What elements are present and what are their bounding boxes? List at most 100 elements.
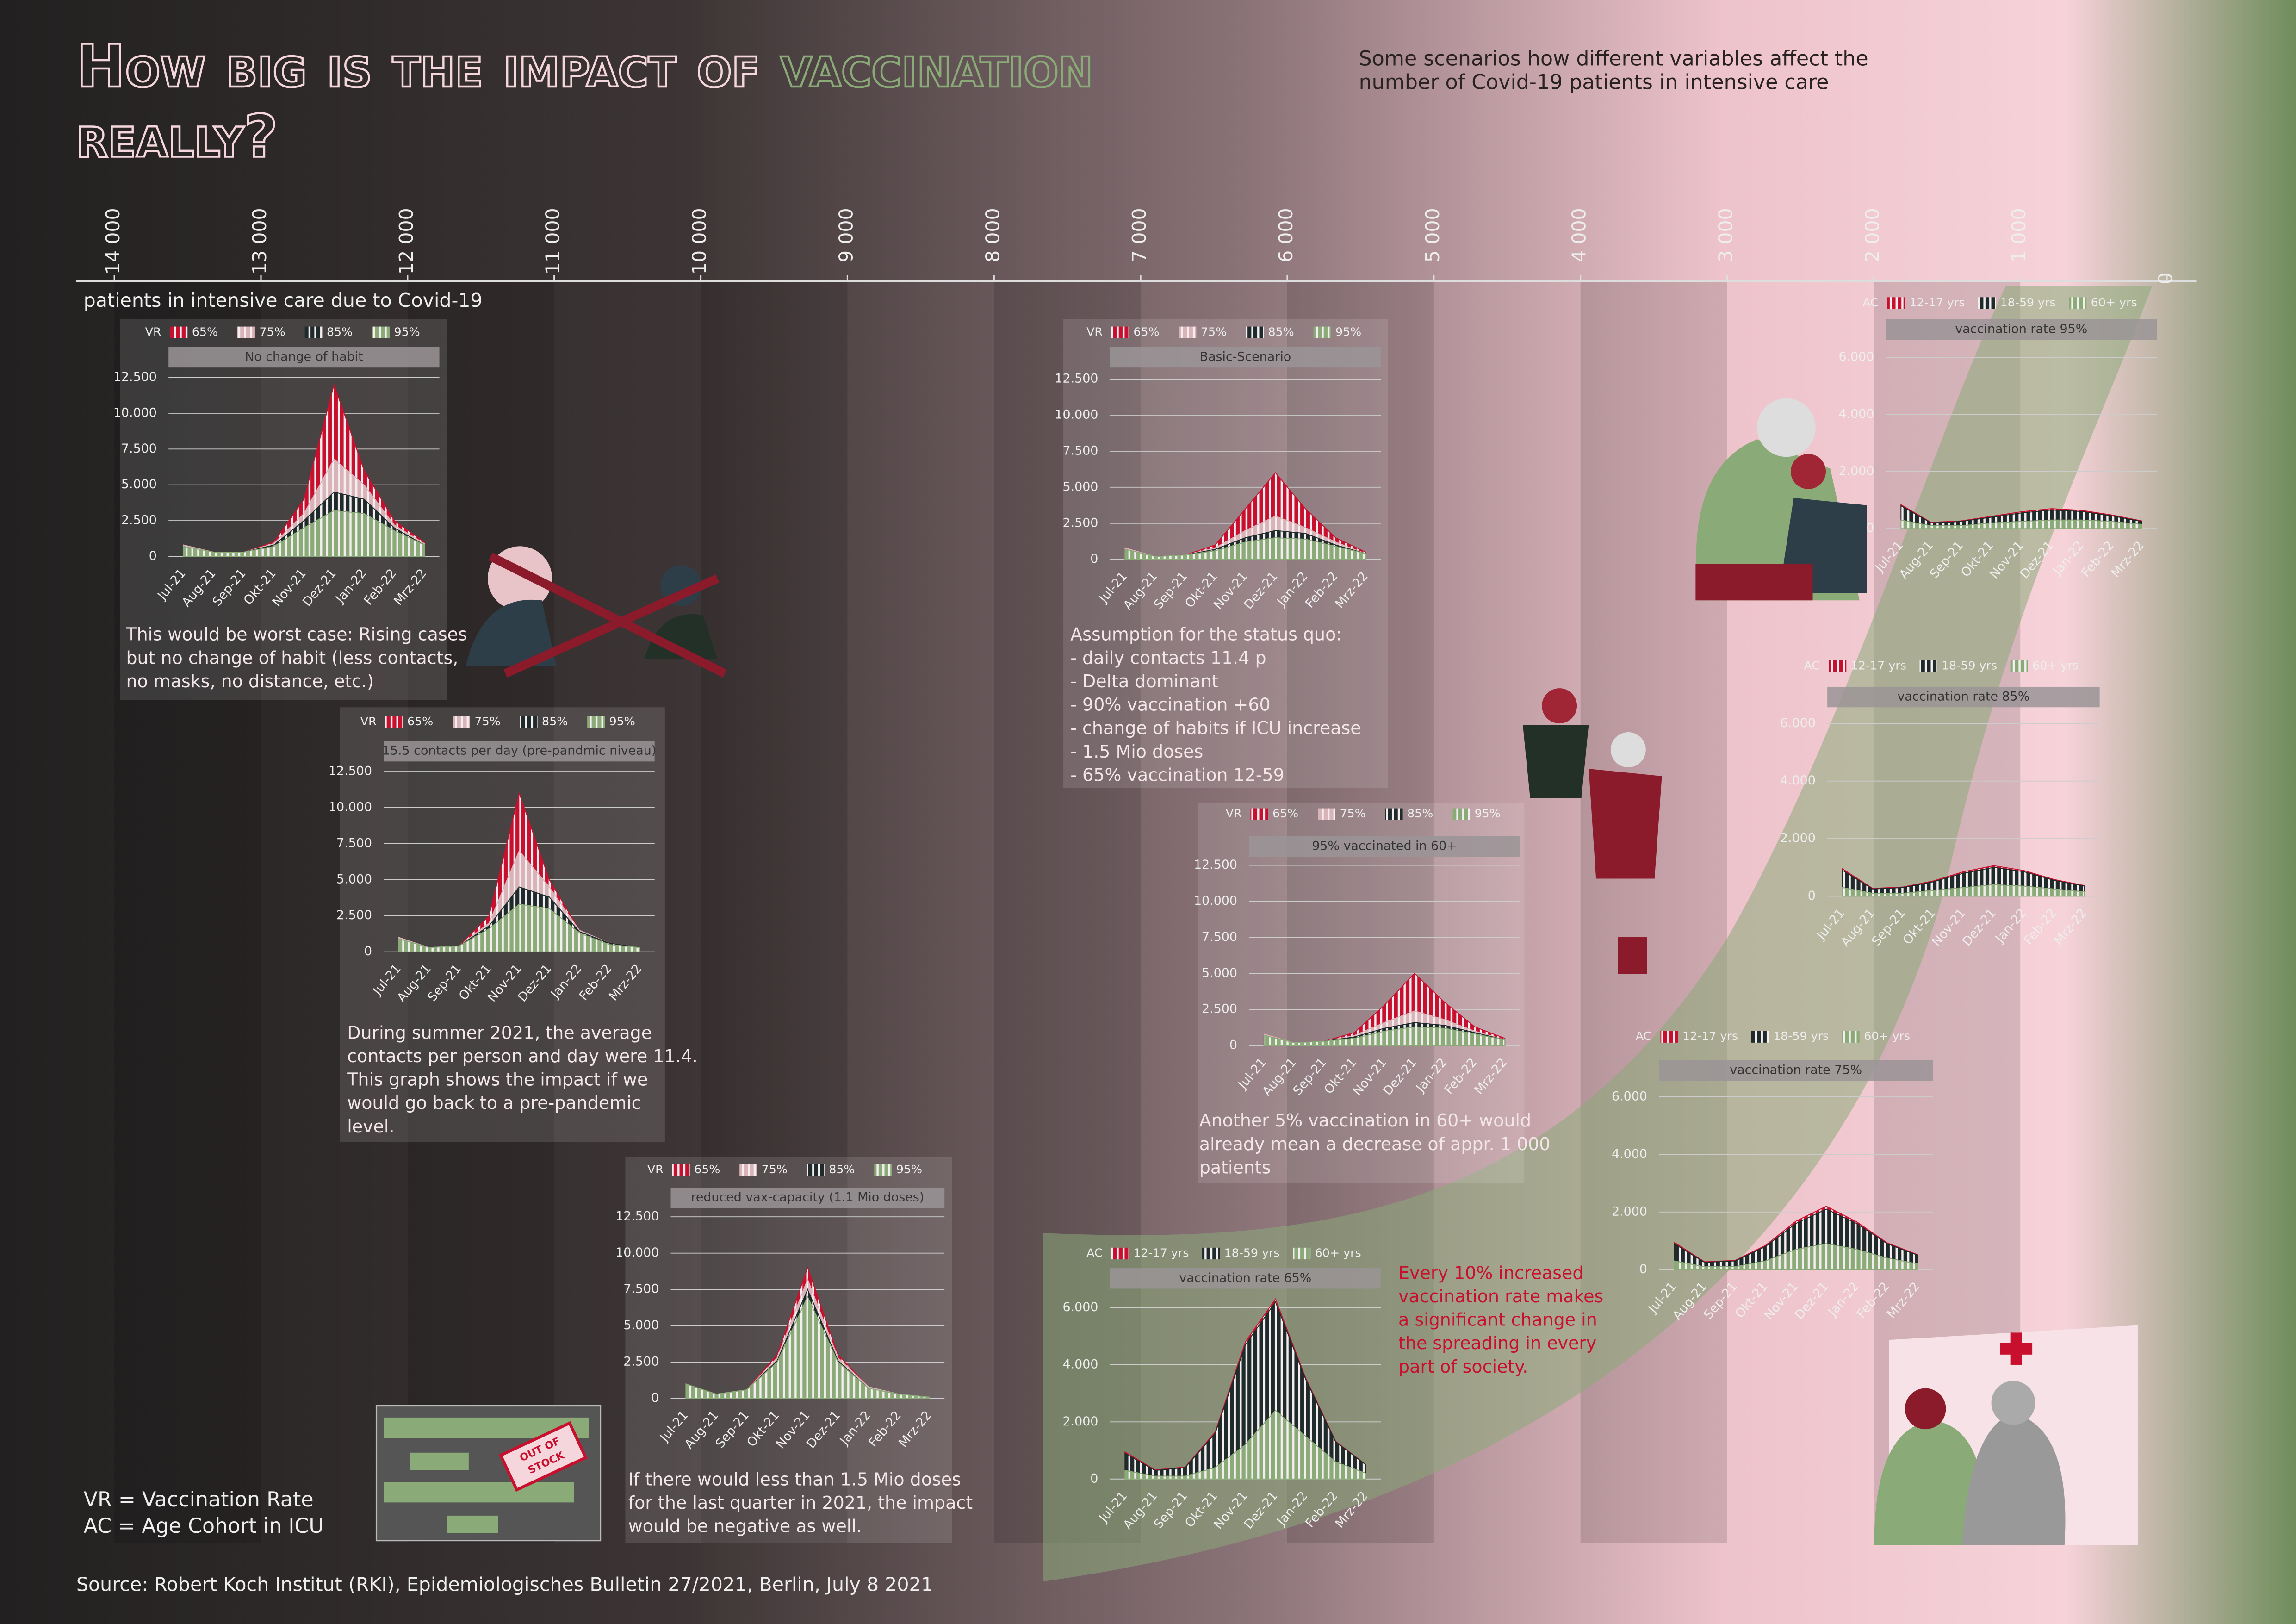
- y-tick-label: 7.500: [121, 442, 157, 456]
- legend-label: 12-17 yrs: [1851, 659, 1906, 672]
- caption: - daily contacts 11.4 p: [1070, 647, 1266, 668]
- chart-title: vaccination rate 65%: [1179, 1271, 1312, 1285]
- legend-swatch: [1385, 808, 1403, 820]
- y-tick-label: 2.500: [336, 908, 372, 922]
- legend-title: AC: [1862, 296, 1879, 309]
- legend-title: AC: [1636, 1029, 1652, 1043]
- legend-swatch: [1293, 1247, 1311, 1260]
- legend-swatch: [1919, 660, 1937, 672]
- area: [1124, 1410, 1366, 1480]
- legend-swatch: [1179, 326, 1197, 338]
- legend-swatch: [385, 716, 403, 728]
- y-tick-label: 2.000: [1838, 464, 1874, 478]
- swoosh: [1043, 286, 2153, 1582]
- legend-label: 12-17 yrs: [1909, 296, 1965, 309]
- chart-title: 95% vaccinated in 60+: [1312, 839, 1457, 853]
- legend-swatch: [1318, 808, 1336, 820]
- charts: 14 000 13 000 12 000 11 000 10 000 9 000 8 000…: [102, 208, 2177, 1543]
- legend-label: 65%: [1272, 807, 1298, 820]
- area: [1674, 1243, 1918, 1270]
- legend-swatch: [1246, 326, 1264, 338]
- caption: - Delta dominant: [1070, 671, 1218, 691]
- legend-label: 85%: [542, 715, 568, 728]
- y-tick-label: 12.500: [615, 1209, 659, 1224]
- scale-tick-label: 10 000: [689, 208, 711, 274]
- scale-tick-label: 8 000: [981, 208, 1004, 262]
- chart-header: [670, 1188, 945, 1208]
- illustration-contacts: [465, 546, 727, 678]
- chart-title: reduced vax-capacity (1.1 Mio doses): [691, 1190, 924, 1205]
- scale-tick-label: 0: [2154, 273, 2177, 285]
- chart-header: [1249, 836, 1520, 857]
- scale-tick-label: 12 000: [395, 208, 417, 274]
- y-tick-label: 0: [651, 1391, 659, 1405]
- caption: for the last quarter in 2021, the impact: [628, 1493, 973, 1513]
- y-tick-label: 7.500: [1202, 930, 1237, 944]
- caption: level.: [347, 1116, 394, 1137]
- y-tick-label: 0: [1866, 521, 1874, 535]
- legend-swatch: [1313, 326, 1331, 338]
- y-tick-label: 0: [1639, 1262, 1647, 1276]
- legend-swatch: [1887, 297, 1905, 309]
- caption: - 90% vaccination +60: [1070, 695, 1270, 715]
- legend-label: 85%: [829, 1163, 855, 1176]
- legend-label: 85%: [327, 325, 353, 338]
- chart-header: [1110, 1268, 1381, 1289]
- scale-tick-label: 1 000: [2008, 208, 2030, 262]
- y-tick-label: 12.500: [113, 370, 157, 384]
- caption: a significant change in: [1398, 1310, 1597, 1330]
- y-tick-label: 2.500: [1202, 1002, 1237, 1016]
- chart-header: [1659, 1060, 1933, 1081]
- subtitle: number of Covid-19 patients in intensive…: [1359, 70, 1829, 94]
- area: [685, 1295, 930, 1399]
- subtitle: Some scenarios how different variables a…: [1359, 47, 1868, 71]
- y-tick-label: 4.000: [1780, 773, 1816, 788]
- caption: but no change of habit (less contacts,: [126, 647, 458, 668]
- area: [1263, 1026, 1506, 1046]
- caption: This would be worst case: Rising cases: [125, 624, 467, 645]
- legend-label: 95%: [1335, 325, 1361, 338]
- legend-title: VR: [647, 1163, 664, 1176]
- legend-swatch: [739, 1164, 757, 1176]
- caption: would be negative as well.: [628, 1516, 862, 1537]
- legend-label: 12-17 yrs: [1133, 1246, 1189, 1259]
- scale-tick-label: 6 000: [1275, 208, 1297, 262]
- legend-title: VR: [1226, 807, 1242, 820]
- scale-tick-label: 2 000: [1861, 208, 1883, 262]
- chart-header: [1886, 319, 2157, 340]
- legend-swatch: [1111, 1247, 1129, 1260]
- legend-label: 18-59 yrs: [1773, 1029, 1829, 1043]
- area: [183, 510, 425, 557]
- caption: no masks, no distance, etc.): [126, 671, 373, 691]
- chart-title: vaccination rate 85%: [1898, 690, 2030, 704]
- legend-label: 95%: [609, 715, 635, 728]
- y-tick-label: 2.000: [1780, 831, 1816, 846]
- note: AC = Age Cohort in ICU: [84, 1514, 324, 1538]
- legend-label: 75%: [1340, 807, 1365, 820]
- scale-tick-label: 5 000: [1421, 208, 1444, 262]
- legend-label: 65%: [192, 325, 218, 338]
- y-tick-label: 5.000: [1062, 479, 1098, 494]
- area: [398, 903, 640, 952]
- chart-title: No change of habit: [245, 350, 363, 364]
- caption: part of society.: [1398, 1356, 1528, 1377]
- caption: already mean a decrease of appr. 1 000: [1199, 1134, 1551, 1154]
- y-tick-label: 6.000: [1780, 716, 1816, 730]
- legend-label: 95%: [896, 1163, 922, 1176]
- scale-tick-label: 4 000: [1568, 208, 1590, 262]
- y-tick-label: 6.000: [1612, 1089, 1647, 1103]
- caption: contacts per person and day were 11.4.: [347, 1046, 698, 1066]
- legend-title: VR: [1086, 325, 1103, 338]
- legend-swatch: [1978, 297, 1996, 309]
- caption: Every 10% increased: [1398, 1263, 1583, 1283]
- title: How big is the impact of vaccination: [76, 32, 1093, 100]
- legend-label: 85%: [1268, 325, 1294, 338]
- y-tick-label: 4.000: [1838, 407, 1874, 421]
- legend-swatch: [874, 1164, 892, 1176]
- legend-title: AC: [1804, 659, 1820, 672]
- illustration-clinic: [1874, 1325, 2138, 1545]
- legend-swatch: [587, 716, 605, 728]
- panel: [1198, 802, 1525, 1183]
- band: [114, 281, 261, 1543]
- legend-swatch: [237, 326, 255, 338]
